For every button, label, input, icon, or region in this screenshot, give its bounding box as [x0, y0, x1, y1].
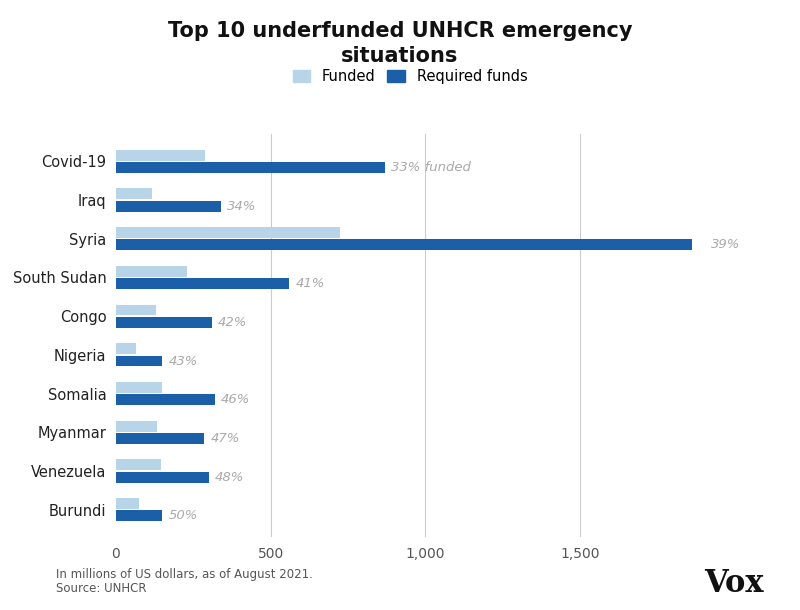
Bar — [116, 266, 187, 277]
Text: 41%: 41% — [295, 277, 325, 290]
Text: 42%: 42% — [218, 316, 247, 329]
Bar — [116, 278, 290, 289]
Text: 48%: 48% — [215, 471, 245, 484]
Bar — [116, 394, 215, 405]
Bar — [116, 227, 341, 238]
Bar — [116, 201, 222, 212]
Bar — [116, 498, 139, 509]
Legend: Funded, Required funds: Funded, Required funds — [293, 69, 527, 84]
Bar — [116, 304, 156, 315]
Bar — [116, 433, 204, 444]
Text: Vox: Vox — [705, 568, 764, 599]
Text: Source: UNHCR: Source: UNHCR — [56, 582, 146, 595]
Text: In millions of US dollars, as of August 2021.: In millions of US dollars, as of August … — [56, 568, 313, 581]
Bar — [116, 382, 162, 393]
Bar — [116, 421, 158, 431]
Text: Top 10 underfunded UNHCR emergency
situations: Top 10 underfunded UNHCR emergency situa… — [168, 21, 632, 66]
Text: 39%: 39% — [711, 239, 740, 251]
Bar — [116, 343, 136, 354]
Bar — [116, 459, 161, 470]
Bar — [116, 356, 162, 367]
Text: 43%: 43% — [169, 354, 198, 368]
Bar — [116, 472, 209, 483]
Bar — [116, 162, 386, 173]
Bar — [116, 317, 212, 328]
Text: 50%: 50% — [169, 509, 198, 522]
Text: 33% funded: 33% funded — [391, 161, 471, 174]
Text: 34%: 34% — [227, 199, 257, 213]
Text: 47%: 47% — [210, 432, 240, 445]
Text: 46%: 46% — [222, 393, 250, 406]
Bar — [116, 511, 162, 522]
Bar — [116, 188, 152, 199]
Bar — [116, 149, 205, 160]
Bar — [116, 240, 692, 250]
